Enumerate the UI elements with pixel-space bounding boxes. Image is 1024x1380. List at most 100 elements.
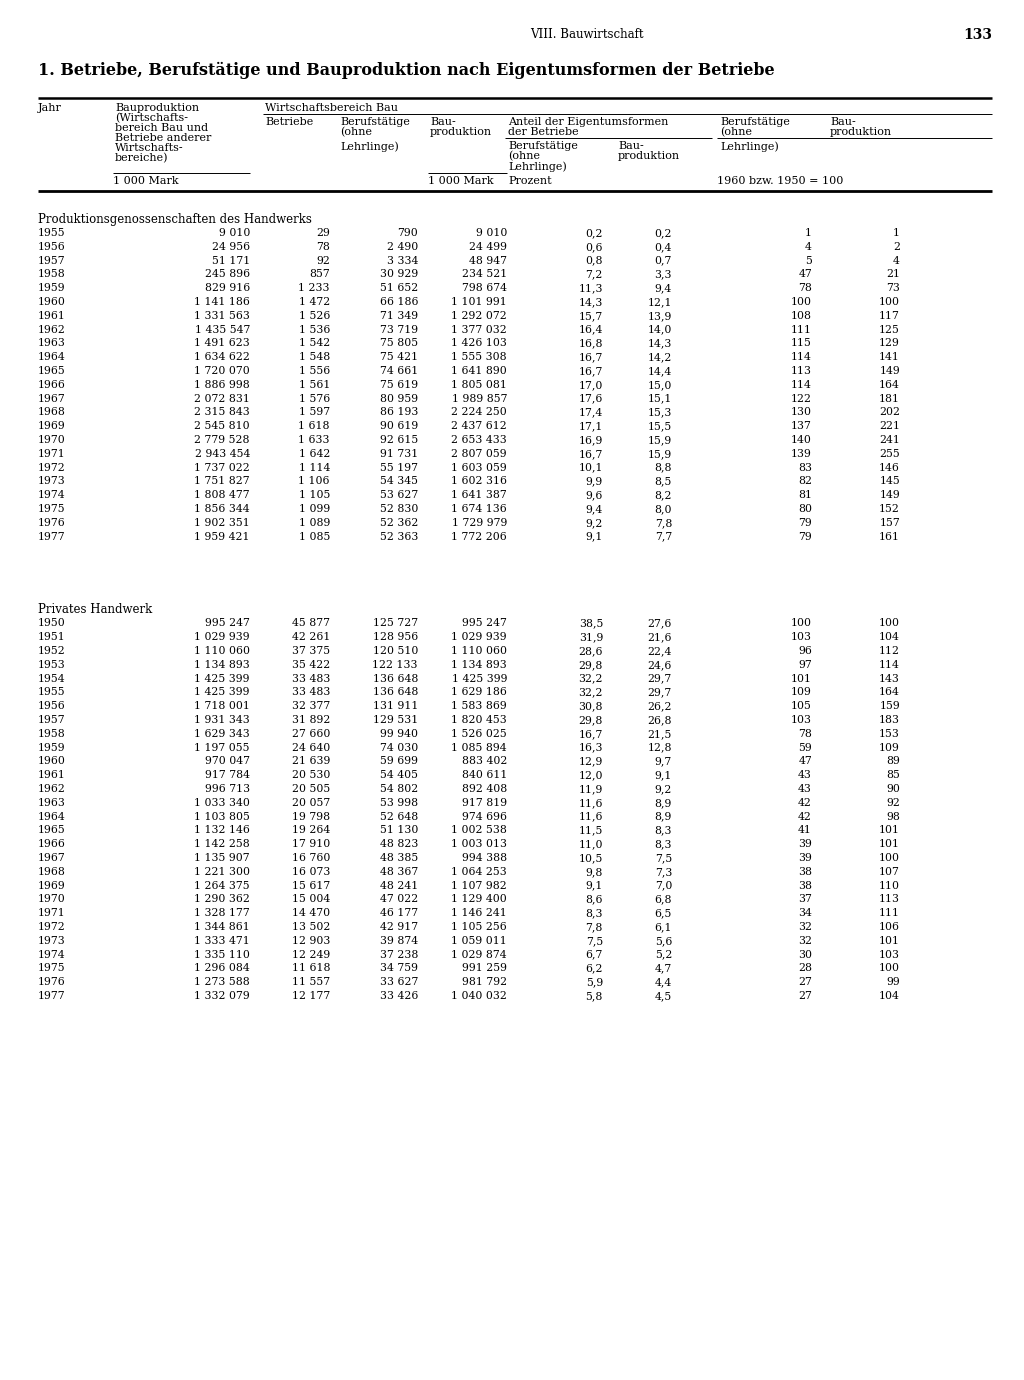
Text: 1 064 253: 1 064 253 [452, 867, 507, 876]
Text: 1 542: 1 542 [299, 338, 330, 348]
Text: 829 916: 829 916 [205, 283, 250, 293]
Text: 101: 101 [879, 936, 900, 945]
Text: 24 956: 24 956 [212, 241, 250, 251]
Text: 12,8: 12,8 [647, 742, 672, 752]
Text: Produktionsgenossenschaften des Handwerks: Produktionsgenossenschaften des Handwerk… [38, 213, 312, 226]
Text: 6,5: 6,5 [654, 908, 672, 918]
Text: 17,6: 17,6 [579, 393, 603, 403]
Text: 48 241: 48 241 [380, 880, 418, 890]
Text: 1977: 1977 [38, 531, 66, 541]
Text: 5: 5 [805, 255, 812, 265]
Text: 16,4: 16,4 [579, 324, 603, 334]
Text: 15,7: 15,7 [579, 310, 603, 320]
Text: 153: 153 [880, 729, 900, 738]
Text: 4: 4 [805, 241, 812, 251]
Text: 45 877: 45 877 [292, 618, 330, 628]
Text: 1 634 622: 1 634 622 [195, 352, 250, 362]
Text: 1 548: 1 548 [299, 352, 330, 362]
Text: 1 132 146: 1 132 146 [195, 825, 250, 835]
Text: 6,7: 6,7 [586, 949, 603, 959]
Text: 137: 137 [792, 421, 812, 431]
Text: 104: 104 [880, 991, 900, 1000]
Text: 31 892: 31 892 [292, 715, 330, 724]
Text: 73 719: 73 719 [380, 324, 418, 334]
Text: 9,1: 9,1 [586, 880, 603, 890]
Text: Bauproduktion: Bauproduktion [115, 104, 199, 113]
Text: 1961: 1961 [38, 770, 66, 780]
Text: 14,3: 14,3 [579, 297, 603, 306]
Text: 2 224 250: 2 224 250 [452, 407, 507, 417]
Text: 103: 103 [791, 632, 812, 642]
Text: 28,6: 28,6 [579, 646, 603, 656]
Text: 7,8: 7,8 [654, 518, 672, 527]
Text: 1968: 1968 [38, 867, 66, 876]
Text: 1 264 375: 1 264 375 [195, 880, 250, 890]
Text: 1 425 399: 1 425 399 [195, 687, 250, 697]
Text: 86 193: 86 193 [380, 407, 418, 417]
Text: 1 233: 1 233 [299, 283, 330, 293]
Text: 38: 38 [798, 880, 812, 890]
Text: 234 521: 234 521 [462, 269, 507, 279]
Text: 1960 bzw. 1950 = 100: 1960 bzw. 1950 = 100 [717, 177, 844, 186]
Text: 75 421: 75 421 [380, 352, 418, 362]
Text: 16,7: 16,7 [579, 729, 603, 738]
Text: 149: 149 [880, 490, 900, 500]
Text: Privates Handwerk: Privates Handwerk [38, 603, 153, 617]
Text: 51 130: 51 130 [380, 825, 418, 835]
Text: 59 699: 59 699 [380, 756, 418, 766]
Text: 1 335 110: 1 335 110 [195, 949, 250, 959]
Text: 22,4: 22,4 [647, 646, 672, 656]
Text: 2 807 059: 2 807 059 [452, 448, 507, 458]
Text: 1 129 400: 1 129 400 [452, 894, 507, 904]
Text: 26,2: 26,2 [647, 701, 672, 711]
Text: 1968: 1968 [38, 407, 66, 417]
Text: 11,9: 11,9 [579, 784, 603, 793]
Text: 1 089: 1 089 [299, 518, 330, 527]
Text: 15,9: 15,9 [648, 435, 672, 444]
Text: 128 956: 128 956 [373, 632, 418, 642]
Text: 14,2: 14,2 [647, 352, 672, 362]
Text: 113: 113 [791, 366, 812, 375]
Text: 91 731: 91 731 [380, 448, 418, 458]
Text: 9,2: 9,2 [586, 518, 603, 527]
Text: 6,2: 6,2 [586, 963, 603, 973]
Text: 1972: 1972 [38, 462, 66, 472]
Text: 1951: 1951 [38, 632, 66, 642]
Text: 48 367: 48 367 [380, 867, 418, 876]
Text: 1 105 256: 1 105 256 [452, 922, 507, 932]
Text: 113: 113 [879, 894, 900, 904]
Text: 4,7: 4,7 [654, 963, 672, 973]
Text: 39: 39 [798, 839, 812, 849]
Text: 152: 152 [880, 504, 900, 513]
Text: 157: 157 [880, 518, 900, 527]
Text: produktion: produktion [430, 127, 493, 137]
Text: 1 556: 1 556 [299, 366, 330, 375]
Text: 1 029 939: 1 029 939 [452, 632, 507, 642]
Text: 1959: 1959 [38, 742, 66, 752]
Text: 81: 81 [798, 490, 812, 500]
Text: 994 388: 994 388 [462, 853, 507, 862]
Text: Berufstätige: Berufstätige [720, 117, 790, 127]
Text: 17 910: 17 910 [292, 839, 330, 849]
Text: Bau-: Bau- [618, 141, 644, 150]
Text: 27: 27 [798, 991, 812, 1000]
Text: 2 072 831: 2 072 831 [195, 393, 250, 403]
Text: 90: 90 [886, 784, 900, 793]
Text: Betriebe: Betriebe [265, 117, 313, 127]
Text: 1 931 343: 1 931 343 [195, 715, 250, 724]
Text: 32 377: 32 377 [292, 701, 330, 711]
Text: 111: 111 [879, 908, 900, 918]
Text: 10,5: 10,5 [579, 853, 603, 862]
Text: 13 502: 13 502 [292, 922, 330, 932]
Text: 1 142 258: 1 142 258 [195, 839, 250, 849]
Text: 7,2: 7,2 [586, 269, 603, 279]
Text: 11,0: 11,0 [579, 839, 603, 849]
Text: 11,6: 11,6 [579, 811, 603, 821]
Text: 14,4: 14,4 [648, 366, 672, 375]
Text: 122: 122 [791, 393, 812, 403]
Text: 1 135 907: 1 135 907 [195, 853, 250, 862]
Text: 1 526: 1 526 [299, 310, 330, 320]
Text: 21,6: 21,6 [647, 632, 672, 642]
Text: 2 315 843: 2 315 843 [195, 407, 250, 417]
Text: 840 611: 840 611 [462, 770, 507, 780]
